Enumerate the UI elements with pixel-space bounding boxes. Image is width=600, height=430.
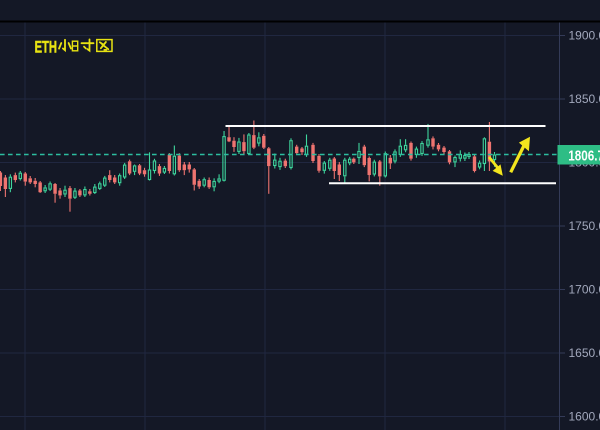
svg-text:1850.0: 1850.0: [569, 92, 600, 106]
svg-text:1700.0: 1700.0: [569, 283, 600, 297]
svg-text:1750.0: 1750.0: [569, 219, 600, 233]
svg-text:1806.7: 1806.7: [568, 147, 600, 164]
svg-text:1650.0: 1650.0: [569, 346, 600, 360]
svg-text:1900.0: 1900.0: [569, 29, 600, 43]
svg-text:ETH: ETH: [35, 38, 57, 57]
svg-text:1600.0: 1600.0: [569, 410, 600, 424]
